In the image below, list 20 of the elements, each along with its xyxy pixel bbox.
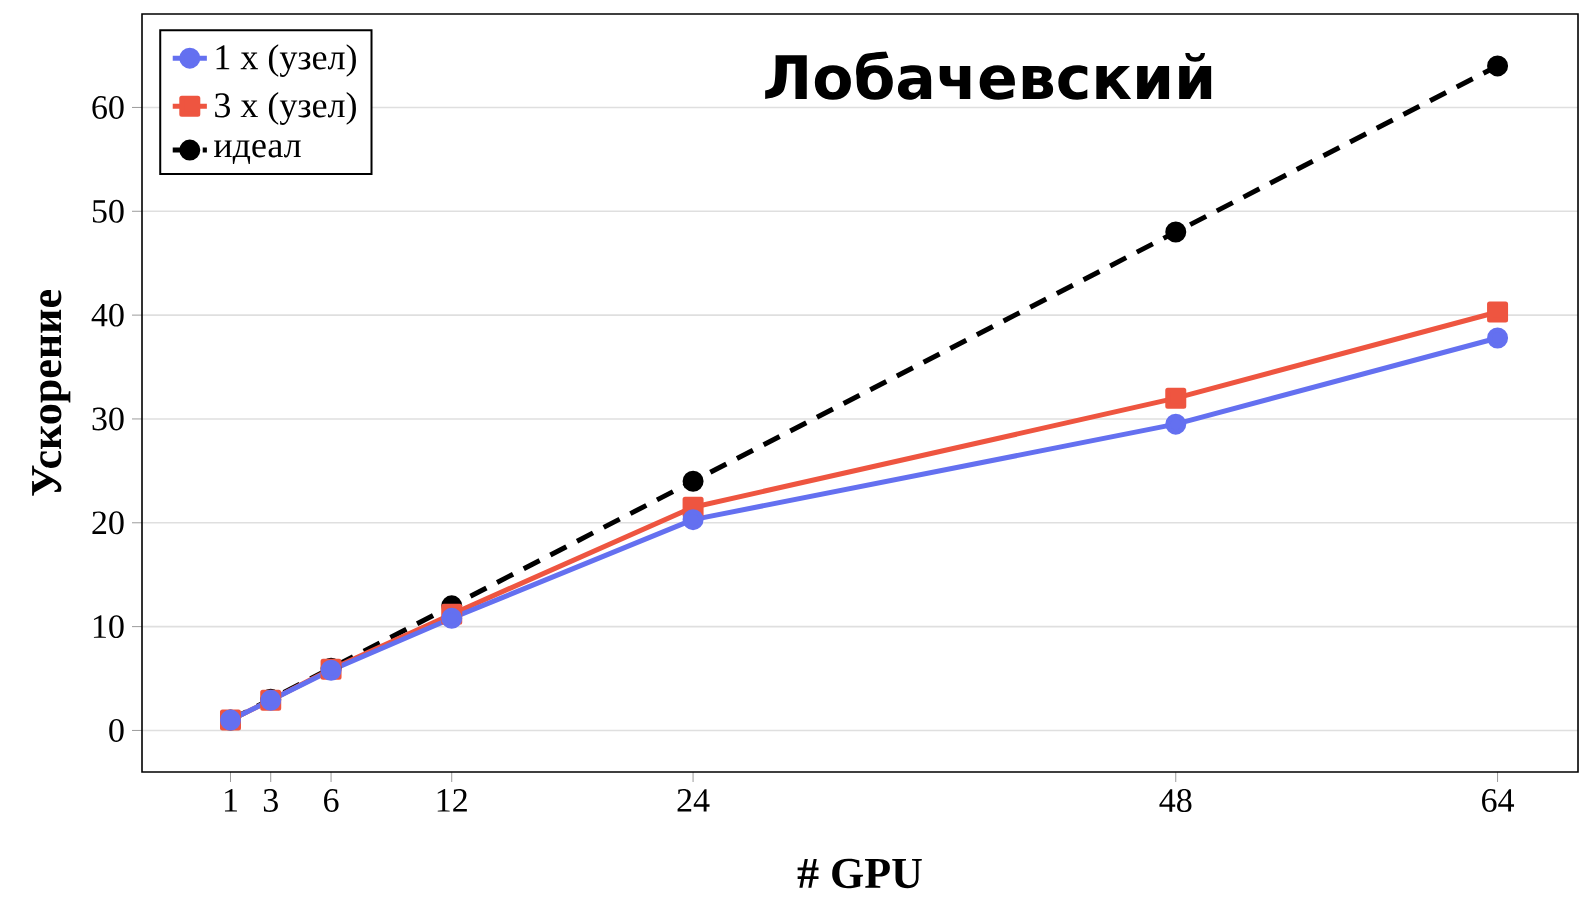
legend-label: идеал bbox=[214, 140, 301, 165]
y-tick-label: 60 bbox=[92, 95, 124, 119]
x-tick-label: 6 bbox=[324, 789, 339, 812]
y-tick-label: 40 bbox=[91, 303, 124, 327]
y-tick-label: 20 bbox=[92, 511, 124, 535]
y-axis-title: Ускорение bbox=[32, 290, 71, 496]
x-tick-label: 1 bbox=[224, 789, 237, 812]
legend-label: 1 x (узел) bbox=[216, 44, 356, 77]
x-tick-label: 48 bbox=[1159, 789, 1192, 813]
x-tick-label: 12 bbox=[437, 789, 467, 812]
x-tick-label: 64 bbox=[1482, 789, 1515, 812]
y-tick-label: 50 bbox=[92, 199, 124, 223]
text: Лобачевский bbox=[765, 51, 1212, 100]
y-tick-label: 10 bbox=[93, 615, 124, 639]
x-tick-label: 3 bbox=[263, 789, 278, 812]
x-tick-label: 24 bbox=[677, 789, 710, 812]
x-axis-title: # GPU bbox=[797, 858, 922, 889]
y-tick-label: 30 bbox=[92, 407, 124, 431]
y-tick-label: 0 bbox=[109, 718, 124, 742]
legend-label: 3 x (узел) bbox=[215, 92, 356, 125]
